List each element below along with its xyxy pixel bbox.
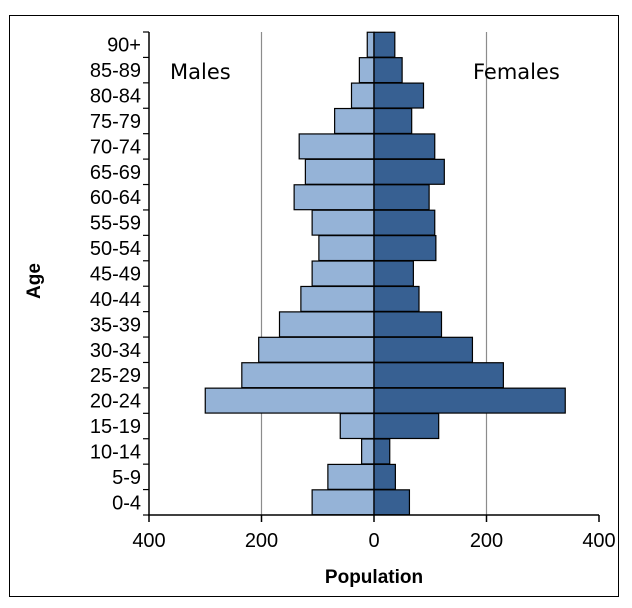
male-bar-65-69 [304,158,375,185]
male-bar-40-44 [300,285,375,312]
x-tick-label-0: 400 [132,530,165,552]
female-bar-85-89 [373,57,403,84]
male-bar-80-84 [350,82,375,109]
y-tick-label-5-9: 5-9 [112,467,141,489]
y-tick-label-65-69: 65-69 [90,162,141,184]
y-tick-label-40-44: 40-44 [90,289,141,311]
y-tick-label-20-24: 20-24 [90,391,141,413]
male-bar-30-34 [258,336,375,363]
female-bar-50-54 [373,235,437,262]
male-bar-10-14 [361,438,375,465]
female-bar-80-84 [373,82,425,109]
female-bar-90+ [373,31,396,58]
female-bar-0-4 [373,489,411,516]
y-tick-label-45-49: 45-49 [90,264,141,286]
female-bar-65-69 [373,158,445,185]
female-bar-10-14 [373,438,391,465]
y-tick-label-90+: 90+ [107,35,141,57]
y-tick-label-80-84: 80-84 [90,86,141,108]
y-tick-label-50-54: 50-54 [90,238,141,260]
male-bar-50-54 [318,235,375,262]
population-pyramid-chart: 0-4 5-9 10-14 15-19 20-24 25-29 30-34 35-39 40-4… [24,31,616,588]
y-tick-label-70-74: 70-74 [90,136,141,158]
male-bar-35-39 [278,311,375,338]
female-bar-60-64 [373,184,430,211]
x-axis-title: Population [325,567,423,588]
y-tick-label-60-64: 60-64 [90,187,141,209]
female-bar-5-9 [373,463,396,490]
legend-females: Females [473,60,560,84]
male-bar-25-29 [241,362,375,389]
male-bar-70-74 [298,133,375,160]
y-axis-title: Age [24,263,45,299]
female-bar-25-29 [373,362,504,389]
male-bar-75-79 [334,107,375,135]
female-bar-55-59 [373,209,436,236]
y-tick-label-0-4: 0-4 [112,492,141,514]
legend-males: Males [170,60,231,84]
axes [143,31,600,522]
female-bar-45-49 [373,260,414,287]
female-bar-30-34 [373,336,474,363]
x-tick-label-4: 400 [582,530,615,552]
male-bar-15-19 [339,412,375,440]
male-bar-55-59 [311,209,375,236]
female-bar-40-44 [373,285,420,312]
female-bar-70-74 [373,133,436,160]
y-tick-labels: 0-4 5-9 10-14 15-19 20-24 25-29 30-34 35-39 40-4… [90,35,141,515]
male-bar-0-4 [311,489,375,516]
male-bar-45-49 [311,260,375,287]
x-tick-label-3: 200 [470,530,503,552]
male-bar-60-64 [293,184,375,211]
x-tick-label-1: 200 [245,530,278,552]
x-tick-labels: 400 200 0 200 400 [132,530,615,552]
y-tick-label-25-29: 25-29 [90,365,141,387]
male-bar-20-24 [204,387,375,414]
female-bar-35-39 [373,311,443,338]
y-tick-label-55-59: 55-59 [90,213,141,235]
female-bar-75-79 [373,107,413,135]
y-tick-label-75-79: 75-79 [90,111,141,133]
x-tick-label-2: 0 [368,530,379,552]
male-bars [204,31,375,516]
y-tick-label-10-14: 10-14 [90,441,141,463]
y-tick-label-15-19: 15-19 [90,416,141,438]
female-bar-20-24 [373,387,566,414]
y-tick-label-85-89: 85-89 [90,60,141,82]
y-tick-label-35-39: 35-39 [90,314,141,336]
male-bar-90+ [366,31,375,58]
male-bar-5-9 [327,463,375,490]
y-tick-label-30-34: 30-34 [90,340,141,362]
male-bar-85-89 [358,57,375,84]
chart-frame: 0-4 5-9 10-14 15-19 20-24 25-29 30-34 35-39 40-4… [9,15,619,597]
female-bars [373,31,566,516]
gridlines [260,32,488,515]
female-bar-15-19 [373,412,440,440]
